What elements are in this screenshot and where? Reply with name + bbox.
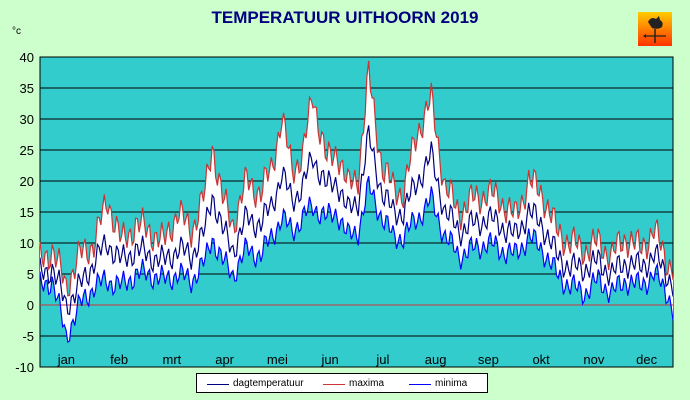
x-tick-label: feb <box>110 352 128 367</box>
y-tick-label: 35 <box>20 81 34 96</box>
legend-label-maxima: maxima <box>349 378 385 389</box>
legend-label-minima: minima <box>435 378 468 389</box>
x-tick-label: okt <box>532 352 550 367</box>
legend: dagtemperatuur maxima minima <box>196 373 488 393</box>
weathervane-logo-icon <box>638 12 672 46</box>
y-tick-label: 5 <box>27 267 34 282</box>
x-tick-label: mrt <box>162 352 181 367</box>
legend-swatch-dagtemperatuur <box>207 384 229 385</box>
x-tick-label: jul <box>375 352 389 367</box>
y-tick-label: 25 <box>20 143 34 158</box>
x-tick-label: jan <box>57 352 75 367</box>
legend-swatch-minima <box>409 384 431 385</box>
x-tick-label: sep <box>478 352 499 367</box>
y-tick-label: -5 <box>22 329 34 344</box>
x-tick-label: apr <box>215 352 234 367</box>
y-axis-unit-label: °c <box>12 26 21 37</box>
y-tick-label: 20 <box>20 174 34 189</box>
y-tick-label: -10 <box>15 360 34 375</box>
x-tick-label: nov <box>583 352 604 367</box>
y-tick-label: 0 <box>27 298 34 313</box>
x-tick-label: mei <box>267 352 288 367</box>
series-line-dagtemperatuur <box>39 125 674 316</box>
x-tick-label: jun <box>320 352 338 367</box>
y-tick-label: 10 <box>20 236 34 251</box>
chart-title: TEMPERATUUR UITHOORN 2019 <box>211 8 479 27</box>
series-line-maxima <box>39 60 674 297</box>
legend-swatch-maxima <box>323 384 345 385</box>
x-tick-label: aug <box>425 352 447 367</box>
y-tick-label: 30 <box>20 112 34 127</box>
legend-label-dagtemperatuur: dagtemperatuur <box>233 378 304 389</box>
x-tick-label: dec <box>636 352 657 367</box>
y-tick-label: 40 <box>20 50 34 65</box>
series-line-minima <box>39 176 674 344</box>
y-tick-label: 15 <box>20 205 34 220</box>
